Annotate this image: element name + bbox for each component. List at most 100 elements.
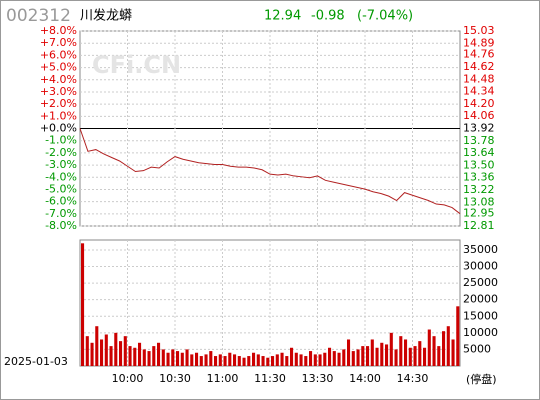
volume-bar — [85, 336, 89, 366]
y-tick-label: 35000 — [463, 243, 498, 256]
volume-bar — [451, 339, 455, 366]
y-tick-label: -4.0% — [45, 170, 77, 183]
volume-bar — [209, 351, 213, 366]
volume-bar — [361, 346, 365, 366]
volume-bar — [90, 342, 94, 366]
stock-code: 002312 — [6, 6, 71, 26]
y-tick-label: -8.0% — [45, 219, 77, 232]
y-tick-label: 25000 — [463, 276, 498, 289]
y2-tick-label: 13.22 — [463, 183, 495, 196]
volume-bar — [313, 354, 317, 366]
volume-bar — [180, 352, 184, 366]
volume-bar — [166, 352, 170, 366]
volume-bar — [176, 351, 180, 366]
y2-tick-label: 13.50 — [463, 158, 495, 171]
volume-bar — [271, 356, 275, 366]
volume-bar — [275, 354, 279, 366]
volume-bar — [119, 341, 123, 366]
y-tick-label: 15000 — [463, 309, 498, 322]
y-tick-label: +6.0% — [40, 48, 77, 61]
volume-bar — [423, 347, 427, 366]
volume-bar — [356, 349, 360, 366]
volume-bar — [399, 336, 403, 366]
date-label: 2025-01-03 — [4, 355, 68, 368]
volume-bar — [418, 341, 422, 366]
y-tick-label: +2.0% — [40, 97, 77, 110]
note-label: (停盘) — [466, 372, 497, 386]
y2-tick-label: 13.78 — [463, 134, 495, 147]
y2-tick-label: 15.03 — [463, 24, 495, 37]
volume-bar — [185, 349, 189, 366]
volume-bar — [190, 354, 194, 366]
volume-bar — [233, 354, 237, 366]
volume-bar — [285, 356, 289, 366]
x-tick-label: 14:00 — [349, 372, 381, 385]
volume-bar — [81, 243, 85, 366]
y2-tick-label: 13.08 — [463, 195, 495, 208]
volume-bar — [214, 356, 218, 366]
volume-bar — [95, 326, 99, 366]
x-tick-label: 11:00 — [207, 372, 239, 385]
volume-bar — [408, 347, 412, 366]
y-tick-label: -2.0% — [45, 146, 77, 159]
volume-bar — [437, 346, 441, 366]
volume-bar — [366, 346, 370, 366]
volume-bar — [138, 342, 142, 366]
volume-bar — [204, 354, 208, 366]
y-tick-label: -7.0% — [45, 207, 77, 220]
volume-bar — [242, 357, 246, 366]
y-tick-label: +5.0% — [40, 61, 77, 74]
y-tick-label: -6.0% — [45, 195, 77, 208]
volume-bar — [114, 332, 118, 366]
volume-bar — [142, 349, 146, 366]
x-tick-label: 10:00 — [112, 372, 144, 385]
x-tick-label: 14:30 — [397, 372, 429, 385]
y-tick-label: 30000 — [463, 260, 498, 273]
volume-bar — [385, 344, 389, 366]
volume-bar — [389, 332, 393, 366]
y-tick-label: +0.0% — [40, 122, 77, 135]
volume-bar — [171, 349, 175, 366]
volume-bar — [109, 346, 113, 366]
x-tick-label: 10:30 — [159, 372, 191, 385]
y-tick-label: -3.0% — [45, 158, 77, 171]
volume-bar — [294, 352, 298, 366]
volume-bar — [370, 339, 374, 366]
y2-tick-label: 14.20 — [463, 97, 495, 110]
y-tick-label: +8.0% — [40, 24, 77, 37]
x-tick-label: 11:30 — [254, 372, 286, 385]
y2-tick-label: 12.81 — [463, 219, 495, 232]
volume-bar — [446, 326, 450, 366]
volume-bar — [332, 351, 336, 366]
volume-bar — [290, 347, 294, 366]
volume-bar — [195, 352, 199, 366]
volume-bar — [256, 354, 260, 366]
y-tick-label: 10000 — [463, 326, 498, 339]
volume-bar — [100, 339, 104, 366]
volume-bar — [309, 351, 313, 366]
volume-bar — [261, 356, 265, 366]
volume-bar — [413, 346, 417, 366]
volume-bar — [318, 354, 322, 366]
volume-bar — [351, 351, 355, 366]
y2-tick-label: 13.92 — [463, 122, 495, 135]
volume-bar — [147, 351, 151, 366]
y2-tick-label: 13.64 — [463, 146, 495, 159]
watermark: CFi.CN — [92, 51, 181, 79]
volume-bar — [280, 352, 284, 366]
volume-bar — [404, 339, 408, 366]
volume-bar — [123, 336, 127, 366]
volume-bar — [342, 349, 346, 366]
y-tick-label: -5.0% — [45, 182, 77, 195]
volume-bar — [104, 334, 108, 366]
volume-bar — [237, 356, 241, 366]
volume-bar — [266, 357, 270, 366]
volume-bar — [394, 349, 398, 366]
y2-tick-label: 13.36 — [463, 171, 495, 184]
volume-bar — [133, 347, 137, 366]
y2-tick-label: 14.62 — [463, 60, 495, 73]
volume-bar — [299, 354, 303, 366]
volume-bar — [128, 346, 132, 366]
y-tick-label: 20000 — [463, 293, 498, 306]
